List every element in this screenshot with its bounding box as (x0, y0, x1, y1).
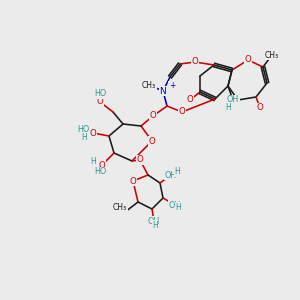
Text: CH₃: CH₃ (265, 50, 279, 59)
Text: OH: OH (227, 95, 239, 104)
Text: H: H (175, 202, 181, 211)
Text: O: O (244, 56, 251, 64)
Text: O: O (187, 95, 194, 104)
Text: O: O (256, 103, 263, 112)
Text: H: H (90, 158, 96, 166)
Text: O: O (130, 176, 136, 185)
Text: HO: HO (77, 125, 89, 134)
Text: +: + (169, 82, 175, 91)
Text: CH₃: CH₃ (113, 203, 127, 212)
Text: O: O (148, 136, 155, 146)
Text: HO: HO (94, 167, 106, 176)
Text: OH: OH (169, 200, 181, 209)
Text: OH: OH (165, 170, 177, 179)
Text: O: O (97, 98, 104, 106)
Text: H: H (152, 220, 158, 230)
Text: H: H (225, 103, 231, 112)
Text: O: O (136, 155, 143, 164)
Text: HO: HO (94, 89, 106, 98)
Text: OH: OH (148, 217, 160, 226)
Text: H: H (81, 133, 87, 142)
Text: O: O (150, 112, 156, 121)
Text: N: N (160, 86, 167, 95)
Text: CH₃: CH₃ (142, 80, 156, 89)
Text: O: O (178, 107, 185, 116)
Text: O: O (192, 58, 198, 67)
Text: O: O (90, 128, 96, 137)
Text: O: O (99, 160, 105, 169)
Text: H: H (174, 167, 180, 176)
